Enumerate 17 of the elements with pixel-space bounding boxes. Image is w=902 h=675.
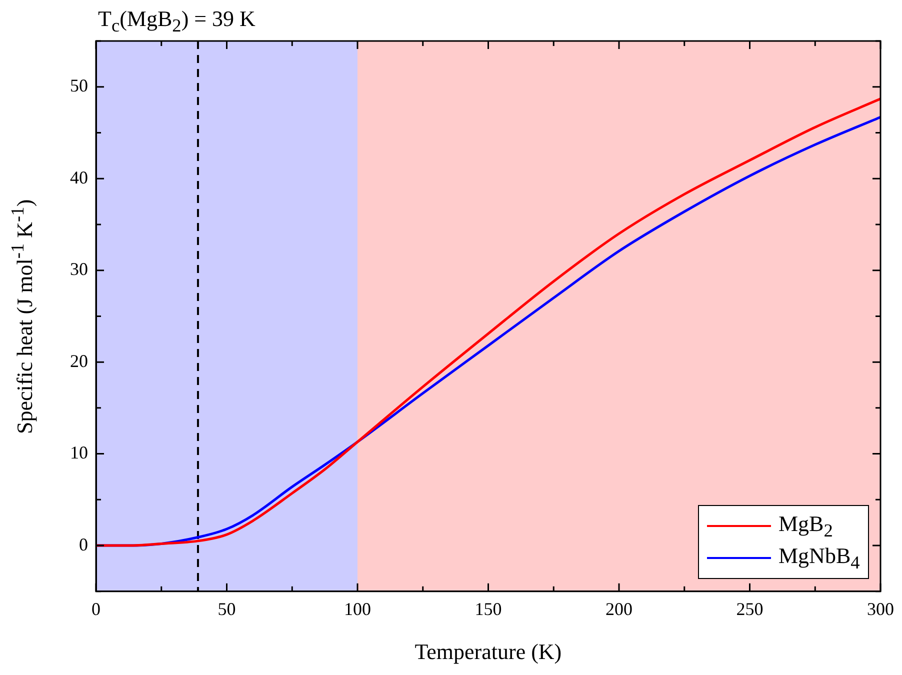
y-tick-label: 50 xyxy=(70,76,88,96)
x-axis-title: Temperature (K) xyxy=(414,639,562,664)
ref-line-label: T$_{c}$(MgB$_{2}$) = 39 K xyxy=(98,6,256,36)
y-tick-label: 20 xyxy=(70,350,88,371)
x-tick-label: 250 xyxy=(736,598,764,619)
x-tick-label: 0 xyxy=(92,598,100,619)
x-tick-label: 150 xyxy=(474,598,502,619)
x-tick-label: 50 xyxy=(218,598,236,619)
y-tick-label: 30 xyxy=(70,259,88,280)
y-tick-label: 10 xyxy=(70,442,88,463)
legend-label: MgB$_{2}$ xyxy=(778,511,833,542)
x-tick-label: 300 xyxy=(867,598,894,619)
x-tick-label: 100 xyxy=(344,598,371,619)
x-tick-label: 200 xyxy=(606,598,632,619)
legend-label: MgNbB$_{4}$ xyxy=(778,543,860,574)
y-tick-label: 0 xyxy=(79,534,88,554)
y-tick-label: 40 xyxy=(70,167,88,188)
